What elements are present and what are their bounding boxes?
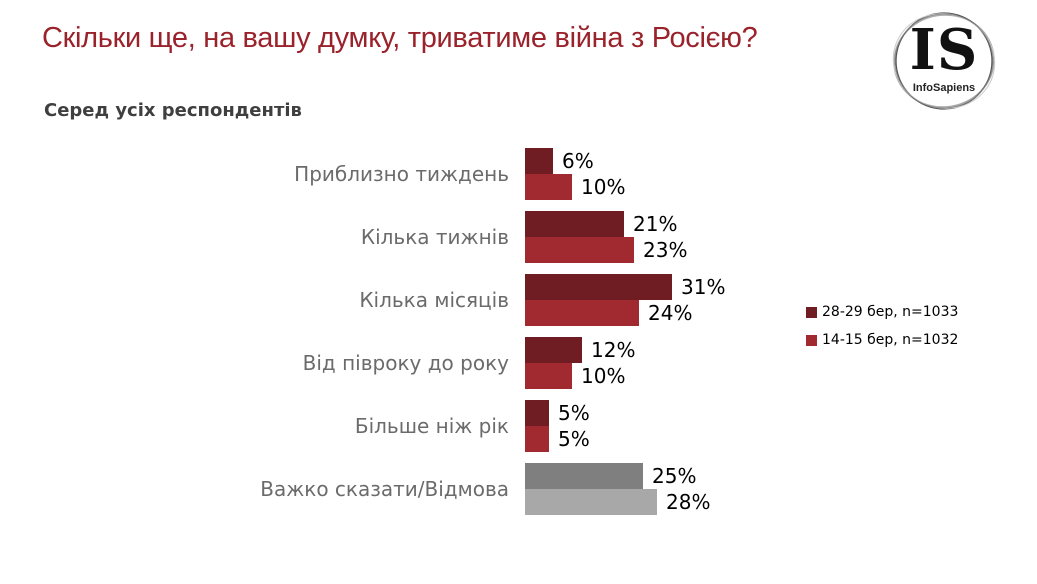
category-label: Важко сказати/Відмова <box>260 477 509 501</box>
category-label: Більше ніж рік <box>354 414 509 438</box>
logo-circle-icon <box>892 12 996 110</box>
chart-row: Важко сказати/Відмова 25% 28% <box>40 463 800 515</box>
bar-segment <box>525 237 634 263</box>
bar-line: 10% <box>525 363 635 389</box>
bar-line: 10% <box>525 174 625 200</box>
bar-line: 24% <box>525 300 725 326</box>
infosapiens-logo: IS InfoSapiens <box>888 6 1000 116</box>
logo-initials: IS <box>909 17 979 83</box>
bar-segment <box>525 148 553 174</box>
bar-line: 21% <box>525 211 687 237</box>
category-label: Від півроку до року <box>302 351 509 375</box>
bar-segment <box>525 463 643 489</box>
value-label: 24% <box>648 301 693 325</box>
bar-group: 31% 24% <box>525 274 725 326</box>
value-label: 5% <box>558 401 590 425</box>
legend-swatch-wave1 <box>806 306 817 318</box>
chart-row: Від півроку до року 12% 10% <box>40 337 800 389</box>
chart-row: Приблизно тиждень 6% 10% <box>40 148 800 200</box>
chart-legend: 28-29 бер, n=1033 14-15 бер, n=1032 <box>806 304 958 348</box>
page-title: Скільки ще, на вашу думку, триватиме вій… <box>42 22 758 54</box>
legend-label-wave1: 28-29 бер, n=1033 <box>822 304 959 320</box>
chart-subtitle: Серед усіх респондентів <box>44 100 302 121</box>
logo-name: InfoSapiens <box>912 82 976 94</box>
category-label: Кілька місяців <box>359 288 509 312</box>
bar-segment <box>525 400 549 426</box>
chart-row: Кілька місяців 31% 24% <box>40 274 800 326</box>
legend-label-wave2: 14-15 бер, n=1032 <box>822 332 959 348</box>
value-label: 21% <box>633 212 678 236</box>
value-label: 25% <box>652 464 697 488</box>
category-label: Приблизно тиждень <box>294 162 509 186</box>
bar-segment <box>525 300 639 326</box>
bar-line: 23% <box>525 237 687 263</box>
category-label: Кілька тижнів <box>360 225 509 249</box>
chart-row: Більше ніж рік 5% 5% <box>40 400 800 452</box>
bar-segment <box>525 337 582 363</box>
bar-line: 5% <box>525 400 590 426</box>
bar-segment <box>525 174 572 200</box>
bar-segment <box>525 363 572 389</box>
bar-line: 6% <box>525 148 625 174</box>
bar-segment <box>525 274 672 300</box>
value-label: 5% <box>558 427 590 451</box>
bar-segment <box>525 426 549 452</box>
bar-segment <box>525 489 657 515</box>
bar-group: 25% 28% <box>525 463 710 515</box>
bar-line: 25% <box>525 463 710 489</box>
value-label: 28% <box>666 490 711 514</box>
legend-item-wave2: 14-15 бер, n=1032 <box>806 332 958 348</box>
bar-line: 31% <box>525 274 725 300</box>
value-label: 23% <box>643 238 688 262</box>
bar-line: 28% <box>525 489 710 515</box>
bar-group: 5% 5% <box>525 400 590 452</box>
chart-row: Кілька тижнів 21% 23% <box>40 211 800 263</box>
value-label: 10% <box>581 175 626 199</box>
value-label: 6% <box>562 149 594 173</box>
bar-chart: Приблизно тиждень 6% 10% Кілька тижнів 21% 23… <box>40 148 800 515</box>
value-label: 10% <box>581 364 626 388</box>
legend-swatch-wave2 <box>806 334 817 346</box>
bar-line: 12% <box>525 337 635 363</box>
bar-group: 12% 10% <box>525 337 635 389</box>
bar-line: 5% <box>525 426 590 452</box>
bar-group: 21% 23% <box>525 211 687 263</box>
value-label: 31% <box>681 275 726 299</box>
bar-group: 6% 10% <box>525 148 625 200</box>
legend-item-wave1: 28-29 бер, n=1033 <box>806 304 958 320</box>
value-label: 12% <box>591 338 636 362</box>
bar-segment <box>525 211 624 237</box>
